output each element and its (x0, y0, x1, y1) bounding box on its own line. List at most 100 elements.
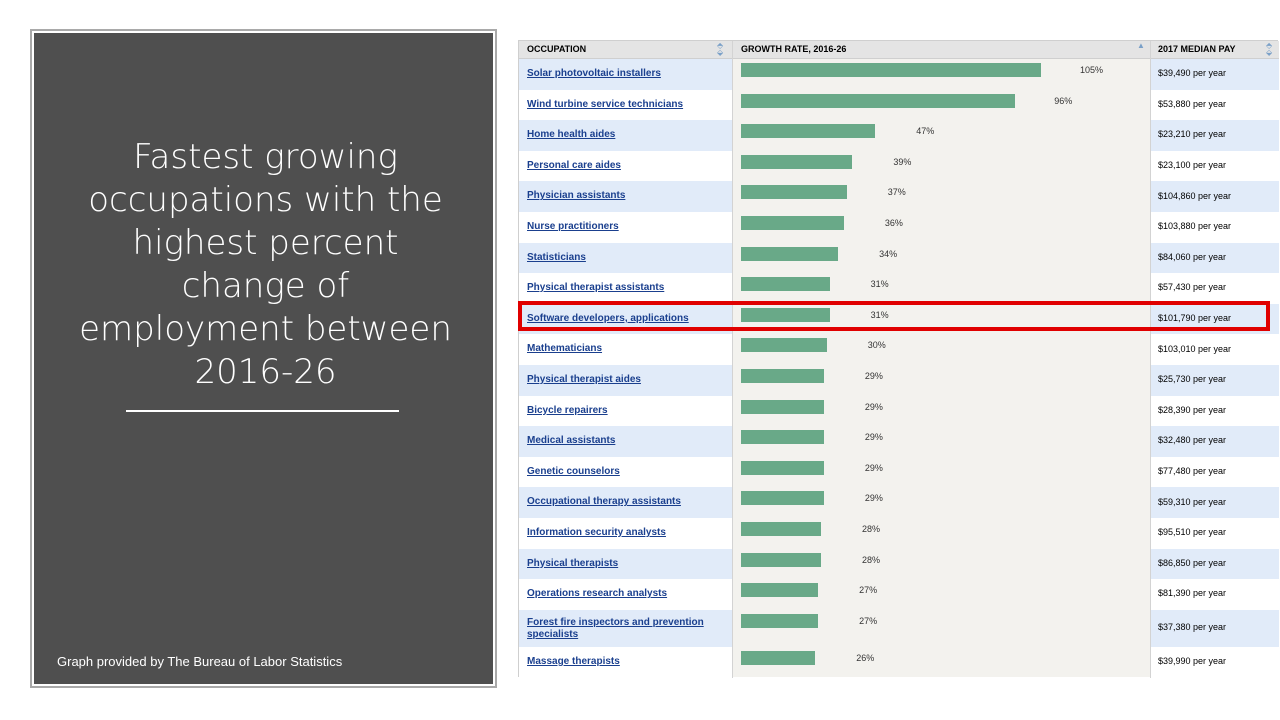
growth-percent: 31% (870, 279, 889, 290)
growth-bar (741, 216, 844, 230)
growth-cell: 30% (733, 334, 1150, 365)
occupation-link[interactable]: Genetic counselors (527, 465, 620, 477)
growth-bar (741, 154, 853, 169)
occupation-link[interactable]: Wind turbine service technicians (527, 98, 684, 110)
occupations-table: OCCUPATION ⬘ ⬙ GROWTH RATE, 2016-26 ▲ 201… (518, 40, 1279, 678)
growth-bar (741, 246, 839, 261)
title-divider (126, 410, 399, 412)
growth-cell: 27% (733, 579, 1150, 610)
occupation-link[interactable]: Physical therapist assistants (527, 282, 665, 294)
occupation-link[interactable]: Forest fire inspectors and prevention sp… (527, 616, 704, 640)
growth-percent: 29% (864, 371, 883, 381)
table-row: Medical assistants 29% $32,480 per year (519, 426, 1279, 457)
occupation-link[interactable]: Home health aides (527, 129, 616, 141)
sort-both-icon[interactable]: ⬘ ⬙ (1266, 41, 1273, 57)
median-pay: $95,510 per year (1158, 527, 1227, 538)
growth-bar (741, 522, 821, 536)
median-pay: $86,850 per year (1158, 557, 1227, 568)
occupation-link[interactable]: Statisticians (527, 251, 586, 263)
growth-cell: 29% (733, 487, 1150, 518)
growth-percent: 34% (879, 248, 898, 259)
growth-percent: 39% (893, 156, 912, 167)
median-pay: $39,490 per year (1158, 68, 1227, 79)
growth-bar (741, 185, 847, 200)
pay-header[interactable]: 2017 MEDIAN PAY (1158, 44, 1236, 54)
occupation-link[interactable]: Personal care aides (527, 159, 621, 171)
median-pay: $25,730 per year (1158, 374, 1227, 385)
growth-bar (741, 307, 830, 322)
median-pay: $77,480 per year (1158, 466, 1227, 477)
growth-cell: 31% (733, 273, 1150, 304)
growth-bar (741, 583, 819, 598)
growth-cell: 39% (733, 150, 1150, 182)
growth-cell: 27% (733, 609, 1150, 647)
growth-cell: 34% (733, 242, 1150, 274)
occupation-link[interactable]: Physician assistants (527, 190, 626, 202)
median-pay: $81,390 per year (1158, 588, 1227, 599)
growth-bar (741, 491, 824, 506)
growth-cell: 105% (733, 59, 1150, 90)
median-pay: $23,210 per year (1158, 129, 1227, 140)
growth-percent: 26% (856, 652, 875, 663)
column-divider (732, 41, 733, 678)
growth-percent: 30% (867, 340, 886, 351)
slide-title: Fastest growing occupations with the hig… (79, 137, 452, 392)
occupation-link[interactable]: Massage therapists (527, 655, 620, 667)
growth-percent: 29% (864, 493, 883, 504)
occupation-link[interactable]: Mathematicians (527, 343, 603, 355)
growth-header[interactable]: GROWTH RATE, 2016-26 (741, 44, 847, 54)
table-row: Wind turbine service technicians 96% $53,8… (519, 89, 1279, 121)
sort-ascending-icon[interactable]: ▲ (1137, 41, 1145, 50)
median-pay: $103,010 per year (1158, 343, 1232, 354)
table-row: Genetic counselors 29% $77,480 per year (519, 456, 1279, 488)
growth-cell: 47% (733, 120, 1150, 151)
growth-bar (741, 93, 1016, 108)
median-pay: $103,880 per year (1158, 221, 1232, 232)
median-pay: $59,310 per year (1158, 496, 1227, 507)
growth-percent: 28% (862, 554, 881, 565)
occupation-link[interactable]: Solar photovoltaic installers (527, 68, 661, 79)
growth-percent: 37% (887, 187, 906, 198)
table-row: Forest fire inspectors and prevention sp… (519, 609, 1279, 647)
column-divider (1150, 41, 1151, 678)
growth-cell: 37% (733, 181, 1150, 212)
table-row: Physical therapist aides 29% $25,730 per y… (519, 365, 1279, 396)
table-row: Solar photovoltaic installers 105% $39,490… (519, 59, 1279, 90)
occupation-link[interactable]: Information security analysts (527, 527, 666, 538)
growth-bar (741, 613, 819, 628)
growth-bar (741, 277, 830, 292)
table-row: Statisticians 34% $84,060 per year (519, 242, 1279, 274)
table-row: Nurse practitioners 36% $103,880 per year (519, 212, 1279, 243)
table-row: Mathematicians 30% $103,010 per year (519, 334, 1279, 365)
growth-bar (741, 460, 824, 475)
table-row: Physical therapists 28% $86,850 per year (519, 548, 1279, 580)
occupation-link[interactable]: Physical therapists (527, 557, 619, 569)
occupation-link[interactable]: Occupational therapy assistants (527, 496, 681, 508)
growth-bar (741, 63, 1041, 77)
growth-bar (741, 399, 824, 414)
sort-both-icon[interactable]: ⬘ ⬙ (717, 41, 724, 57)
occupation-link[interactable]: Operations research analysts (527, 588, 668, 600)
growth-percent: 96% (1054, 95, 1073, 106)
growth-percent: 27% (859, 585, 878, 596)
median-pay: $32,480 per year (1158, 435, 1227, 446)
table-row: Physician assistants 37% $104,860 per year (519, 181, 1279, 212)
growth-percent: 29% (864, 462, 883, 473)
growth-cell: 29% (733, 456, 1150, 488)
occupation-link[interactable]: Physical therapist aides (527, 374, 641, 385)
occupation-link[interactable]: Nurse practitioners (527, 221, 619, 232)
growth-bar (741, 369, 824, 383)
growth-bar (741, 650, 816, 665)
occupation-link[interactable]: Medical assistants (527, 435, 616, 447)
median-pay: $28,390 per year (1158, 404, 1227, 415)
highlight-box (518, 301, 1270, 331)
occupation-header[interactable]: OCCUPATION (527, 44, 587, 54)
table-row: Occupational therapy assistants 29% $59,31… (519, 487, 1279, 518)
table-row: Operations research analysts 27% $81,390 p… (519, 579, 1279, 610)
table-row: Bicycle repairers 29% $28,390 per year (519, 395, 1279, 427)
occupation-link[interactable]: Bicycle repairers (527, 404, 608, 416)
occupation-link[interactable]: Software developers, applications (527, 312, 689, 324)
growth-bar (741, 338, 827, 353)
median-pay: $84,060 per year (1158, 251, 1227, 262)
source-caption: Graph provided by The Bureau of Labor St… (57, 654, 343, 669)
